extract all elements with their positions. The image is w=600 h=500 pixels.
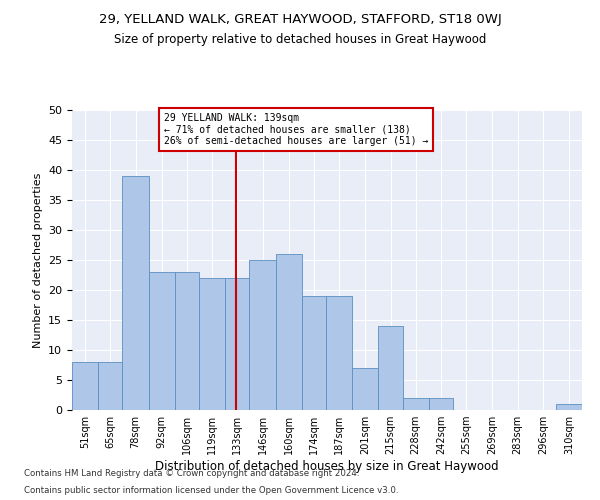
Bar xyxy=(122,176,149,410)
Text: 29, YELLAND WALK, GREAT HAYWOOD, STAFFORD, ST18 0WJ: 29, YELLAND WALK, GREAT HAYWOOD, STAFFOR… xyxy=(98,12,502,26)
Bar xyxy=(175,272,199,410)
Bar xyxy=(275,254,302,410)
Bar xyxy=(98,362,122,410)
Text: Contains HM Land Registry data © Crown copyright and database right 2024.: Contains HM Land Registry data © Crown c… xyxy=(24,468,359,477)
X-axis label: Distribution of detached houses by size in Great Haywood: Distribution of detached houses by size … xyxy=(155,460,499,473)
Bar xyxy=(326,296,352,410)
Text: Size of property relative to detached houses in Great Haywood: Size of property relative to detached ho… xyxy=(114,32,486,46)
Bar xyxy=(403,398,429,410)
Bar xyxy=(72,362,98,410)
Bar xyxy=(429,398,453,410)
Y-axis label: Number of detached properties: Number of detached properties xyxy=(32,172,43,348)
Bar xyxy=(302,296,326,410)
Text: Contains public sector information licensed under the Open Government Licence v3: Contains public sector information licen… xyxy=(24,486,398,495)
Bar xyxy=(379,326,403,410)
Text: 29 YELLAND WALK: 139sqm
← 71% of detached houses are smaller (138)
26% of semi-d: 29 YELLAND WALK: 139sqm ← 71% of detache… xyxy=(164,113,428,146)
Bar xyxy=(250,260,275,410)
Bar xyxy=(556,404,582,410)
Bar xyxy=(199,278,225,410)
Bar xyxy=(352,368,379,410)
Bar xyxy=(225,278,250,410)
Bar xyxy=(149,272,175,410)
